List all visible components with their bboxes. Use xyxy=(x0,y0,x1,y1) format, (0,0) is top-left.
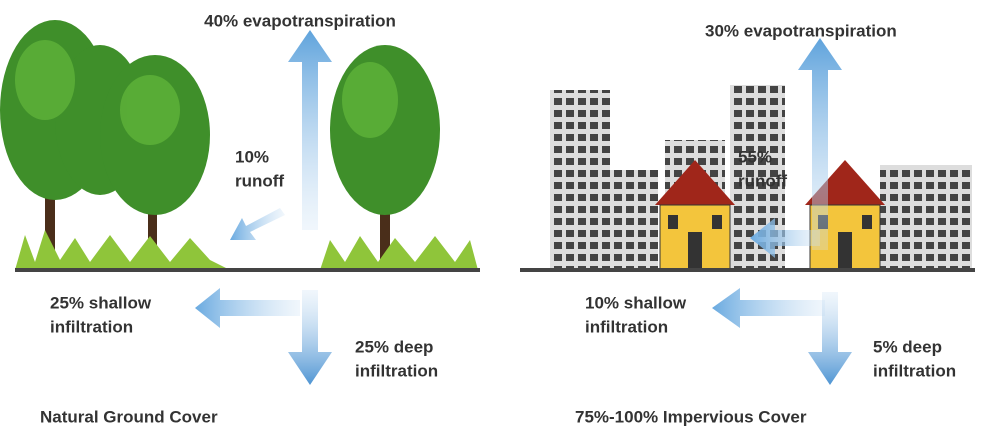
shallow-infiltration-label: infiltration xyxy=(50,317,133,336)
runoff-label: runoff xyxy=(738,171,787,190)
evapotranspiration-label: 30% evapotranspiration xyxy=(705,21,897,40)
panel-caption: Natural Ground Cover xyxy=(40,407,218,426)
runoff-label: runoff xyxy=(235,171,284,190)
shallow-infiltration-label: infiltration xyxy=(585,317,668,336)
runoff-label: 10% xyxy=(235,147,269,166)
deep-infiltration-label: 5% deep xyxy=(873,337,942,356)
shallow-infiltration-label: 10% shallow xyxy=(585,293,687,312)
shallow-infiltration-label: 25% shallow xyxy=(50,293,152,312)
deep-infiltration-label: 25% deep xyxy=(355,337,433,356)
evapotranspiration-label: 40% evapotranspiration xyxy=(204,11,396,30)
diagram: 40% evapotranspiration 10% runoff 25% sh… xyxy=(0,0,984,428)
panel-caption: 75%-100% Impervious Cover xyxy=(575,407,807,426)
deep-infiltration-label: infiltration xyxy=(355,361,438,380)
runoff-label: 55% xyxy=(738,147,772,166)
deep-infiltration-label: infiltration xyxy=(873,361,956,380)
